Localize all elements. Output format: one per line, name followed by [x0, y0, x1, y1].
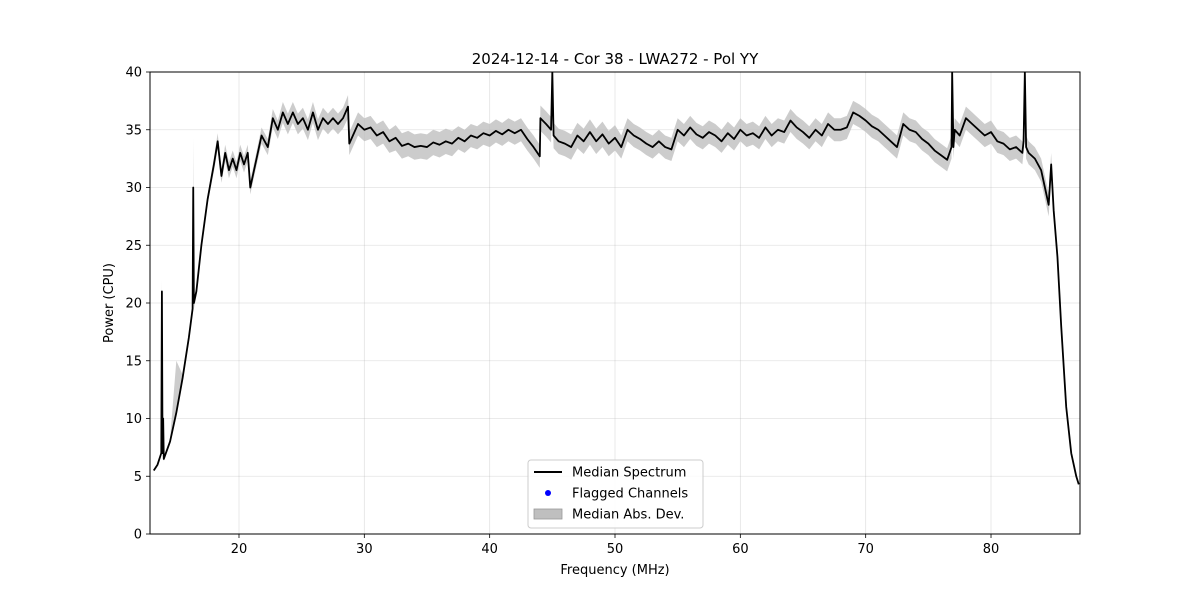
x-tick-label: 30	[356, 542, 373, 557]
chart-title: 2024-12-14 - Cor 38 - LWA272 - Pol YY	[472, 50, 759, 68]
legend-label-median-spectrum: Median Spectrum	[572, 466, 686, 481]
median-spectrum-layer	[153, 72, 1080, 485]
legend-label-median-abs-dev: Median Abs. Dev.	[572, 508, 684, 523]
legend-mad-band-swatch	[533, 508, 563, 520]
legend-box	[527, 459, 704, 529]
y-tick-label: 20	[125, 297, 142, 312]
x-tick-label: 20	[231, 542, 248, 557]
y-axis-label: Power (CPU)	[102, 263, 117, 343]
y-tick-label: 30	[125, 181, 142, 196]
x-tick-label: 40	[481, 542, 498, 557]
y-tick-label: 0	[134, 528, 142, 543]
y-tick-label: 5	[134, 470, 142, 485]
x-tick-label: 80	[983, 542, 1000, 557]
y-tick-label: 15	[125, 354, 142, 369]
legend-flagged-marker-swatch	[545, 490, 551, 496]
legend: Median Spectrum Flagged Channels Median …	[527, 459, 704, 529]
x-tick-label: 50	[607, 542, 624, 557]
y-tick-label: 25	[125, 239, 142, 254]
x-tick-label: 70	[857, 542, 874, 557]
axis-ticks: 20 30 40 50 60 70 80 0 5 10 15 20 25 30 35 40	[125, 66, 999, 558]
x-axis-label: Frequency (MHz)	[560, 563, 669, 578]
y-tick-label: 40	[125, 66, 142, 81]
y-tick-label: 35	[125, 123, 142, 138]
y-tick-label: 10	[125, 412, 142, 427]
legend-label-flagged-channels: Flagged Channels	[572, 487, 688, 502]
x-tick-label: 60	[732, 542, 749, 557]
median-spectrum-line	[153, 72, 1080, 485]
